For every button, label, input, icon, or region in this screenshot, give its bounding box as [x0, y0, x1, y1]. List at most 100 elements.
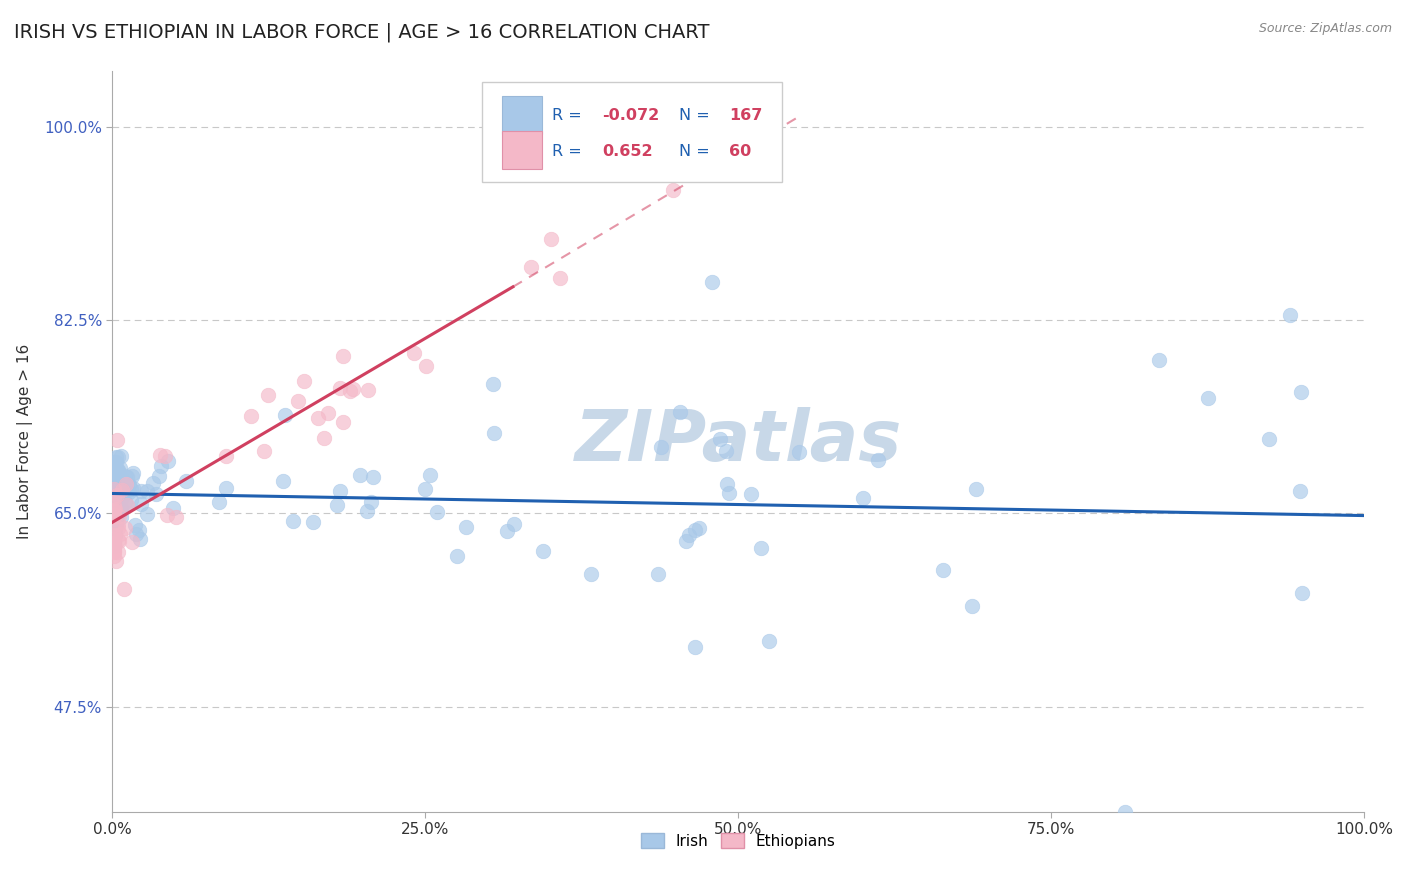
Point [360, 495, 382, 509]
Point [709, 432, 731, 446]
Point [104, 512, 127, 526]
Point [103, 514, 125, 528]
Point [148, 469, 170, 483]
Point [153, 449, 176, 463]
Point [103, 529, 125, 543]
Point [104, 507, 127, 521]
Point [103, 484, 125, 499]
Point [117, 470, 139, 484]
Point [548, 271, 571, 285]
Point [105, 473, 128, 487]
Point [112, 582, 135, 596]
Point [103, 524, 125, 538]
Point [105, 492, 128, 507]
Point [114, 495, 136, 509]
Point [104, 528, 127, 542]
Point [240, 409, 263, 423]
Point [758, 634, 780, 648]
Point [1291, 385, 1313, 400]
Point [110, 502, 132, 516]
Point [496, 524, 519, 539]
Point [1197, 391, 1219, 405]
Point [342, 382, 364, 396]
Point [932, 563, 955, 577]
Point [110, 483, 132, 497]
Point [124, 518, 146, 533]
Point [540, 232, 562, 246]
Point [103, 503, 125, 517]
Point [107, 463, 129, 477]
Point [962, 599, 984, 613]
Point [1278, 309, 1301, 323]
Point [256, 387, 278, 401]
Point [531, 544, 554, 558]
Point [103, 516, 125, 530]
Point [108, 484, 131, 499]
Text: N =: N = [679, 108, 716, 122]
Point [110, 460, 132, 475]
Point [110, 502, 132, 516]
FancyBboxPatch shape [502, 130, 541, 169]
Point [110, 509, 132, 524]
Point [103, 504, 125, 518]
Point [156, 454, 179, 468]
Point [103, 517, 125, 532]
Point [103, 532, 125, 546]
Point [149, 459, 172, 474]
Point [103, 472, 125, 486]
Point [316, 406, 339, 420]
Point [105, 516, 128, 531]
Point [662, 183, 685, 197]
Point [104, 501, 127, 516]
Point [502, 516, 524, 531]
Point [120, 492, 142, 507]
Point [107, 450, 129, 464]
Point [103, 498, 125, 512]
Point [702, 275, 724, 289]
Point [446, 549, 468, 564]
Text: 60: 60 [730, 144, 752, 159]
Point [103, 543, 125, 558]
Point [103, 493, 125, 508]
Point [121, 469, 143, 483]
Point [519, 260, 541, 274]
Point [253, 443, 276, 458]
Point [454, 520, 477, 534]
Point [281, 514, 304, 528]
Point [105, 488, 128, 502]
Point [103, 493, 125, 508]
Text: R =: R = [551, 108, 586, 122]
Point [105, 491, 128, 506]
Point [1288, 484, 1310, 499]
Point [136, 508, 159, 522]
Point [104, 483, 127, 498]
Point [688, 521, 710, 535]
Point [404, 346, 426, 360]
Point [103, 486, 125, 500]
Point [165, 509, 187, 524]
Point [332, 349, 354, 363]
Point [103, 507, 125, 521]
Point [104, 554, 127, 568]
Point [329, 381, 352, 395]
Point [361, 469, 384, 483]
Point [103, 510, 125, 524]
Point [103, 549, 125, 564]
Point [104, 483, 127, 497]
Point [104, 499, 127, 513]
Point [107, 482, 129, 496]
Text: ZIPatlas: ZIPatlas [575, 407, 901, 476]
Point [107, 480, 129, 494]
Point [103, 498, 125, 512]
Point [669, 405, 692, 419]
Point [118, 485, 141, 500]
Point [142, 475, 165, 490]
Legend: Irish, Ethiopians: Irish, Ethiopians [641, 832, 835, 848]
Point [965, 483, 987, 497]
Point [105, 501, 128, 516]
Point [107, 517, 129, 532]
Point [115, 498, 138, 512]
Point [332, 415, 354, 429]
Point [103, 491, 125, 506]
Point [357, 384, 380, 398]
